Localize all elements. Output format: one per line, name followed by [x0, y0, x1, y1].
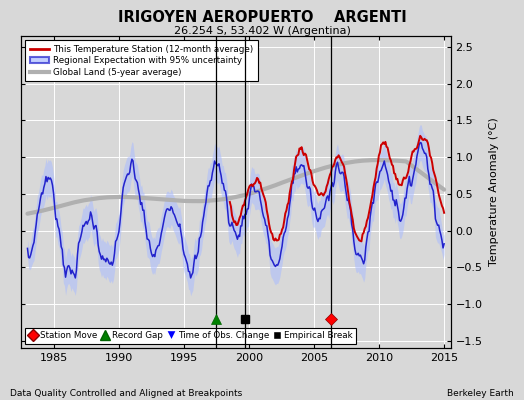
- Text: Berkeley Earth: Berkeley Earth: [447, 389, 514, 398]
- Text: 26.254 S, 53.402 W (Argentina): 26.254 S, 53.402 W (Argentina): [173, 26, 351, 36]
- Text: Data Quality Controlled and Aligned at Breakpoints: Data Quality Controlled and Aligned at B…: [10, 389, 243, 398]
- Text: IRIGOYEN AEROPUERTO    ARGENTI: IRIGOYEN AEROPUERTO ARGENTI: [117, 10, 407, 25]
- Y-axis label: Temperature Anomaly (°C): Temperature Anomaly (°C): [489, 118, 499, 266]
- Legend: Station Move, Record Gap, Time of Obs. Change, Empirical Break: Station Move, Record Gap, Time of Obs. C…: [25, 328, 356, 344]
